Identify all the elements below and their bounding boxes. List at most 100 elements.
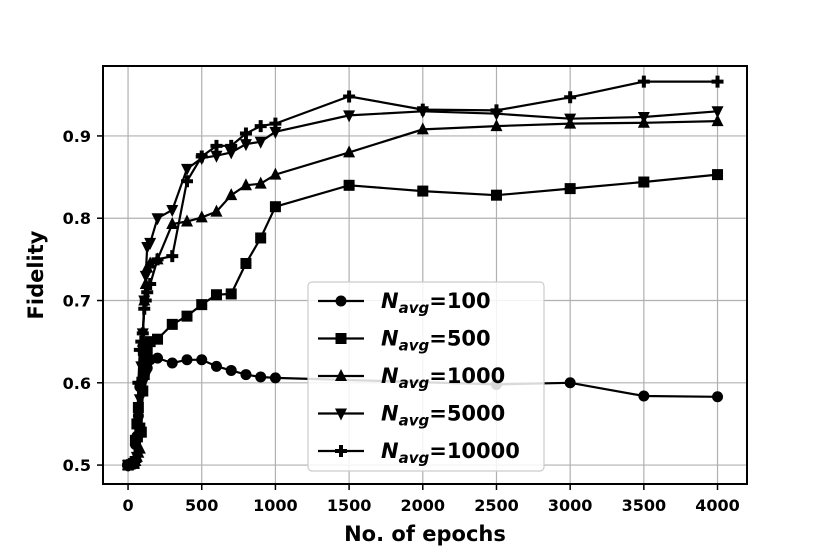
x-tick-label: 1000: [253, 496, 298, 515]
data-point: [225, 364, 237, 376]
data-point: [166, 216, 179, 229]
y-tick-label: 0.5: [63, 456, 91, 475]
data-point: [255, 371, 267, 383]
data-point: [140, 352, 152, 364]
legend-item: Navg=10000: [318, 439, 520, 467]
data-point: [133, 394, 146, 407]
data-point: [416, 122, 429, 135]
x-tick-label: 3500: [622, 496, 667, 515]
data-point: [239, 178, 252, 191]
legend-marker: [335, 445, 347, 457]
x-axis-label: No. of epochs: [344, 522, 506, 546]
data-point: [343, 110, 356, 123]
data-point: [564, 113, 577, 126]
data-point: [490, 119, 503, 132]
data-point: [254, 176, 267, 189]
data-point: [152, 352, 164, 364]
data-point: [129, 454, 142, 467]
data-point: [269, 372, 281, 384]
data-point: [240, 257, 252, 269]
data-point: [181, 354, 193, 366]
data-point: [152, 333, 164, 345]
legend-label: Navg=10000: [381, 439, 520, 467]
x-tick-label: 2500: [474, 496, 519, 515]
axis-ticks: 0 500 1000 1500 2000 2500 3000 3500 4000 0.5 0.6 0.…: [63, 127, 740, 515]
data-point: [144, 336, 156, 348]
data-point: [225, 147, 238, 160]
legend-item: Navg=1000: [318, 364, 505, 392]
data-point: [711, 114, 724, 127]
data-point: [166, 318, 178, 330]
data-point: [132, 376, 145, 389]
legend-label: Navg=5000: [381, 402, 505, 430]
data-point: [136, 327, 149, 340]
x-tick-label: 500: [185, 496, 218, 515]
data-point: [711, 75, 724, 88]
legend: Navg=100 Navg=500 Navg=1000 Navg=5000 Navg=1…: [307, 281, 545, 472]
data-point: [490, 104, 503, 117]
legend-label: Navg=100: [381, 289, 491, 317]
legend-marker: [335, 369, 347, 381]
y-axis-label: Fidelity: [24, 230, 48, 319]
y-tick-label: 0.6: [63, 374, 91, 393]
data-point: [239, 139, 252, 152]
data-point: [130, 434, 143, 447]
data-point: [225, 139, 238, 152]
data-point: [712, 169, 724, 181]
data-point: [269, 126, 282, 139]
data-point: [637, 112, 650, 125]
data-point: [210, 360, 222, 372]
data-point: [181, 163, 193, 176]
legend-box: [307, 281, 545, 472]
data-point: [712, 391, 724, 403]
data-point: [254, 136, 267, 149]
data-point: [638, 390, 650, 402]
data-point: [151, 213, 164, 226]
data-point: [637, 75, 650, 88]
data-point: [181, 214, 193, 227]
data-point: [638, 176, 650, 188]
data-point: [210, 139, 223, 152]
data-point: [181, 310, 193, 322]
data-point: [225, 288, 237, 300]
data-point: [141, 344, 153, 356]
data-point: [141, 286, 154, 299]
data-point: [240, 369, 252, 381]
data-point: [210, 204, 223, 217]
data-point: [343, 90, 356, 103]
legend-label: Navg=500: [381, 327, 491, 355]
data-point: [144, 278, 157, 291]
data-point: [564, 91, 577, 104]
data-point: [343, 145, 356, 158]
data-point: [210, 289, 222, 301]
data-point: [181, 175, 193, 188]
data-point: [269, 117, 282, 130]
data-point: [490, 189, 502, 201]
data-point: [138, 369, 150, 381]
data-point: [135, 426, 147, 438]
data-point: [151, 253, 164, 266]
data-point: [195, 150, 208, 163]
data-point: [254, 120, 267, 133]
data-point: [196, 299, 208, 311]
legend-marker: [335, 295, 347, 307]
legend-item: Navg=500: [318, 327, 491, 355]
data-point: [144, 237, 157, 250]
legend-marker: [335, 333, 347, 344]
data-point: [239, 127, 252, 140]
data-point: [195, 210, 208, 223]
data-point: [166, 357, 178, 369]
legend-item: Navg=100: [318, 289, 491, 317]
data-point: [166, 250, 179, 263]
data-point: [137, 385, 149, 397]
x-tick-label: 1500: [327, 496, 372, 515]
data-point: [416, 103, 429, 116]
plot-frame: [102, 65, 748, 485]
data-point: [255, 232, 267, 244]
data-point: [210, 150, 223, 163]
data-point: [196, 354, 208, 366]
legend-item: Navg=5000: [318, 402, 505, 430]
y-tick-label: 0.8: [63, 209, 91, 228]
data-point: [711, 106, 724, 119]
